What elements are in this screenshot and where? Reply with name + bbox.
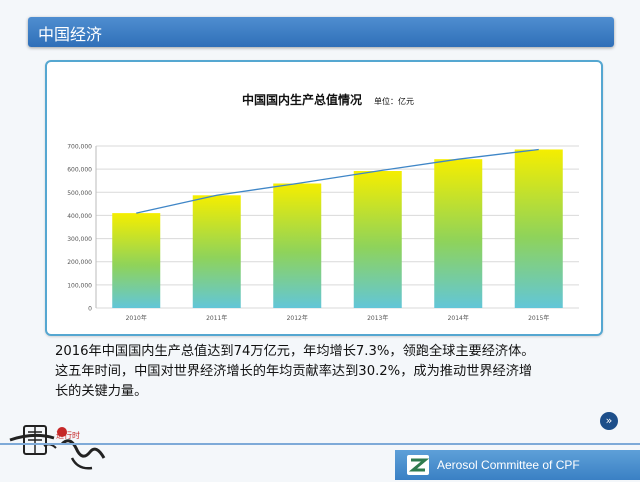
chart-unit-label: 单位：亿元 xyxy=(374,96,414,106)
gdp-description: 2016年中国国内生产总值达到74万亿元，年均增长7.3%，领跑全球主要经济体。… xyxy=(55,342,595,402)
footer-org-text: Aerosol Committee of CPF xyxy=(437,458,580,472)
chart-title: 中国国内生产总值情况 xyxy=(242,92,362,107)
trend-line xyxy=(136,148,539,214)
gdp-bar xyxy=(112,213,161,308)
y-tick-label: 500,000 xyxy=(67,190,92,197)
footer-bar: Aerosol Committee of CPF xyxy=(395,450,640,480)
y-tick-label: 600,000 xyxy=(67,167,92,174)
gdp-bar-chart: 中国国内生产总值情况 单位：亿元 0 100,000 200,000 300,000 4… xyxy=(67,92,579,322)
x-tick-label: 2014年 xyxy=(448,314,469,322)
x-tick-label: 2010年 xyxy=(126,314,147,322)
cpf-logo-icon xyxy=(407,455,430,475)
description-line-2: 这五年时间，中国对世界经济增长的年均贡献率达到30.2%，成为推动世界经济增 xyxy=(55,364,533,379)
gdp-bar xyxy=(192,195,241,308)
x-tick-label: 2013年 xyxy=(367,314,388,322)
x-tick-label: 2012年 xyxy=(287,314,308,322)
x-tick-label: 2011年 xyxy=(206,314,227,322)
y-tick-label: 300,000 xyxy=(67,236,92,243)
y-tick-label: 100,000 xyxy=(67,282,92,289)
description-line-1: 2016年中国国内生产总值达到74万亿元，年均增长7.3%，领跑全球主要经济体。 xyxy=(55,344,535,359)
gdp-bar xyxy=(434,159,483,308)
footer-divider xyxy=(0,443,640,445)
logo-small-text: 进行时 xyxy=(56,431,80,440)
gdp-bar xyxy=(514,149,563,308)
y-tick-label: 700,000 xyxy=(67,144,92,151)
gdp-bar xyxy=(273,183,322,308)
section-title: 中国经济 xyxy=(38,25,103,44)
gdp-chart-card: 中国国内生产总值情况 单位：亿元 0 100,000 200,000 300,000 4… xyxy=(45,60,603,336)
gdp-bar xyxy=(353,170,402,308)
section-header-bar: 中国经济 xyxy=(28,17,614,47)
y-tick-label: 0 xyxy=(88,306,92,313)
y-tick-label: 200,000 xyxy=(67,259,92,266)
x-tick-label: 2015年 xyxy=(528,314,549,322)
y-tick-label: 400,000 xyxy=(67,213,92,220)
description-line-3: 长的关键力量。 xyxy=(55,384,148,399)
next-slide-button[interactable]: » xyxy=(600,412,618,430)
belt-road-logo: 进行时 xyxy=(4,418,114,478)
belt-road-calligraphy-logo xyxy=(9,425,106,470)
